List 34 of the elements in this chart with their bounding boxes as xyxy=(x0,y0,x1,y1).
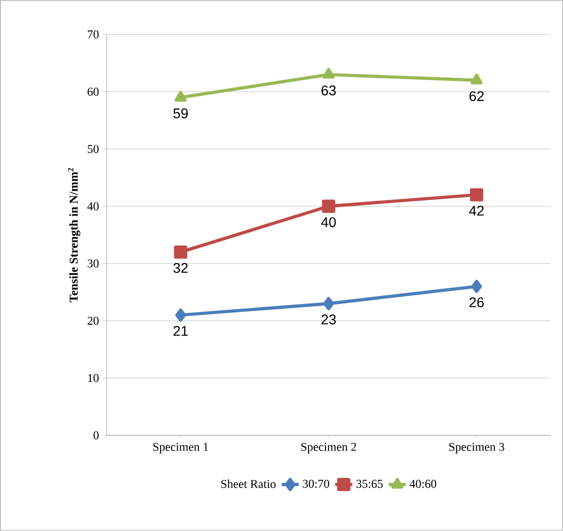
point xyxy=(174,90,187,102)
data-label: 59 xyxy=(173,108,188,118)
point xyxy=(322,68,335,79)
legend-label: 35:65 xyxy=(356,480,383,488)
legend-title: Sheet Ratio xyxy=(221,480,276,488)
point xyxy=(322,200,336,213)
x-tick-label: Specimen 2 xyxy=(301,442,356,454)
y-tick-label: 0 xyxy=(94,431,99,440)
data-label: 63 xyxy=(322,86,336,96)
point xyxy=(470,188,484,202)
data-label: 26 xyxy=(470,297,484,308)
point xyxy=(470,74,483,84)
data-label: 32 xyxy=(173,263,188,273)
y-tick-label: 40 xyxy=(87,202,99,210)
legend-label: 40:60 xyxy=(410,480,436,488)
point xyxy=(323,297,334,310)
data-label: 23 xyxy=(322,314,336,324)
point xyxy=(174,245,188,259)
data-label: 62 xyxy=(470,91,484,102)
data-label: 42 xyxy=(469,206,484,216)
data-label: 40 xyxy=(321,217,336,228)
y-axis-title: Tensile Strength in N/mm$^{2}$ xyxy=(68,168,80,302)
y-tick-label: 30 xyxy=(88,260,99,268)
x-tick-label: Specimen 3 xyxy=(449,442,504,454)
y-tick-label: 60 xyxy=(88,88,99,96)
point xyxy=(471,280,482,294)
legend-label: 30:70 xyxy=(302,480,330,488)
x-tick-label: Specimen 1 xyxy=(153,442,208,454)
point xyxy=(175,308,186,322)
y-tick-label: 70 xyxy=(88,30,99,39)
y-tick-label: 10 xyxy=(88,374,99,382)
data-label: 21 xyxy=(174,326,188,336)
y-tick-label: 50 xyxy=(88,144,99,154)
y-tick-label: 20 xyxy=(88,316,99,325)
